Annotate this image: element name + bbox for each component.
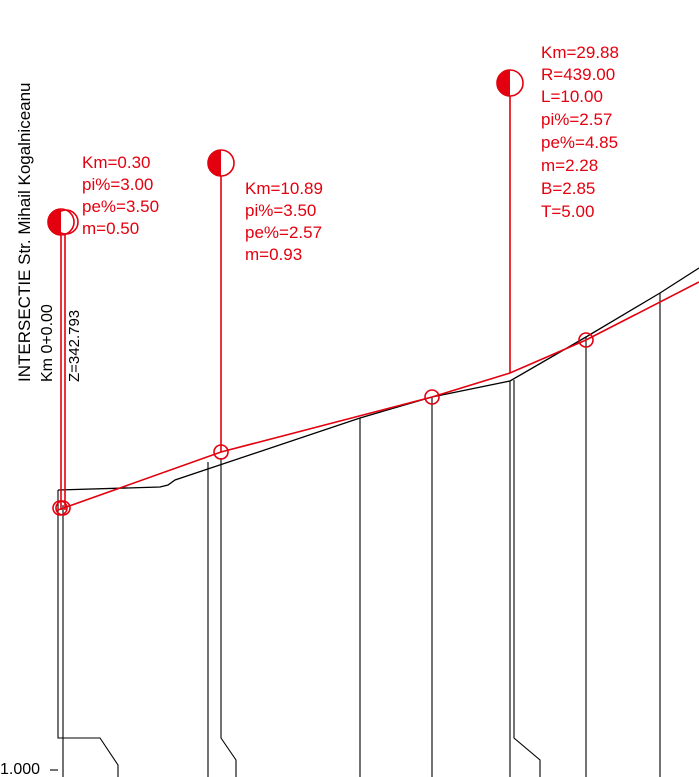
design-group (47, 69, 699, 516)
annotation-line: m=0.50 (82, 219, 139, 238)
annotation-line: pi%=2.57 (541, 110, 612, 129)
profile-point-icon (424, 389, 440, 405)
profile-point-icon (213, 444, 229, 460)
annotation-vertex-3: Km=29.88 R=439.00 L=10.00 pi%=2.57 pe%=4… (541, 43, 619, 221)
station-line-4b (513, 380, 541, 777)
start-label-elevation: Z=342.793 (66, 310, 83, 382)
start-label-station: Km 0+0.00 (39, 304, 56, 382)
station-line-0 (57, 490, 119, 777)
design-grade-line (57, 281, 699, 511)
annotation-line: pi%=3.00 (82, 175, 153, 194)
annotation-line: pe%=4.85 (541, 133, 618, 152)
start-label-group: INTERSECTIE Str. Mihail Kogalniceanu Km … (15, 82, 83, 382)
half-filled-circle-icon (207, 149, 235, 177)
annotation-line: L=10.00 (541, 87, 603, 106)
annotation-line: m=0.93 (245, 245, 302, 264)
annotation-line: R=439.00 (541, 65, 615, 84)
annotation-line: Km=29.88 (541, 43, 619, 62)
annotation-line: Km=10.89 (245, 179, 323, 198)
profile-point-icon (55, 500, 71, 516)
station-line-1b (220, 458, 237, 777)
start-label-title: INTERSECTIE Str. Mihail Kogalniceanu (15, 82, 34, 382)
annotation-line: pe%=2.57 (245, 223, 322, 242)
half-filled-circle-icon (496, 69, 524, 97)
station-lines (57, 293, 661, 777)
annotation-line: B=2.85 (541, 179, 595, 198)
datum-label: 1.000 (0, 761, 40, 777)
profile-point-icon (578, 332, 594, 348)
annotation-vertex-1: Km=0.30 pi%=3.00 pe%=3.50 m=0.50 (82, 153, 159, 238)
annotation-line: Km=0.30 (82, 153, 151, 172)
existing-terrain-line (57, 267, 699, 491)
annotation-vertex-2: Km=10.89 pi%=3.50 pe%=2.57 m=0.93 (245, 179, 323, 264)
annotation-line: pi%=3.50 (245, 201, 316, 220)
half-filled-circle-icon (47, 208, 79, 236)
terrain-group (50, 267, 699, 777)
annotation-line: T=5.00 (541, 202, 594, 221)
annotation-line: m=2.28 (541, 156, 598, 175)
annotation-line: pe%=3.50 (82, 197, 159, 216)
